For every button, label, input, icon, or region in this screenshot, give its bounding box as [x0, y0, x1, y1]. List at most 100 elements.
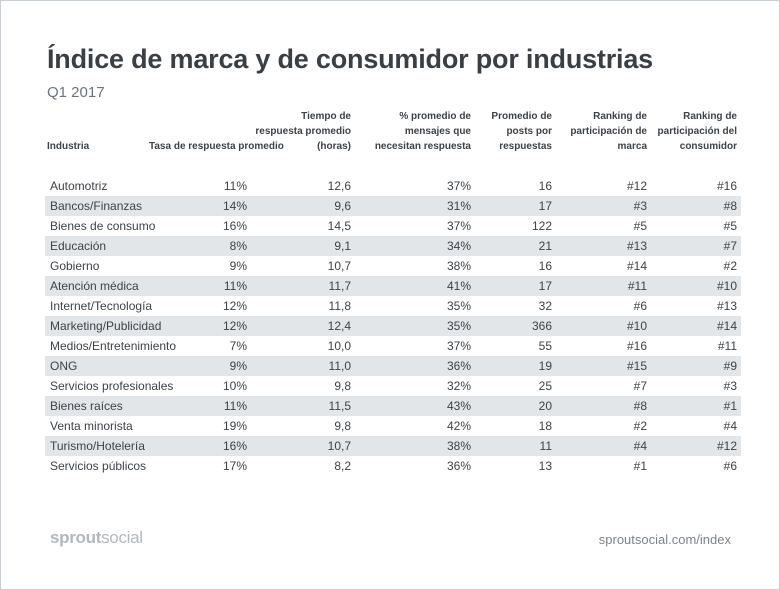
cell-posts-per-response: 21 — [475, 236, 556, 256]
cell-posts-per-response: 55 — [538, 339, 552, 353]
table-row: Bienes raíces 11% 11,5 43% 20 #8 #1 — [45, 396, 741, 416]
cell-brand-ranking: #2 — [633, 419, 647, 433]
table-header: Industria Tasa de respuesta promedio Tie… — [45, 108, 741, 176]
cell-response-time: 10,0 — [327, 339, 351, 353]
cell-posts-per-response: 16 — [538, 259, 552, 273]
cell-brand-ranking: #14 — [626, 259, 647, 273]
cell-messages-needing-response: 41% — [355, 276, 475, 296]
cell-messages-needing-response: 37% — [446, 179, 471, 193]
cell-response-time: 9,6 — [251, 196, 355, 216]
cell-response-rate: 11% — [203, 396, 251, 416]
cell-posts-per-response: 25 — [538, 379, 552, 393]
cell-consumer-ranking: #14 — [651, 316, 741, 336]
cell-posts-per-response: 17 — [475, 276, 556, 296]
cell-consumer-ranking: #1 — [651, 396, 741, 416]
cell-consumer-ranking: #9 — [651, 356, 741, 376]
cell-response-time: 10,7 — [251, 436, 355, 456]
cell-industry: Servicios públicos — [50, 459, 147, 473]
cell-response-rate: 11% — [223, 179, 247, 193]
table-row: Internet/Tecnología 12% 11,8 35% 32 #6 #13 — [45, 296, 741, 316]
industry-table: Industria Tasa de respuesta promedio Tie… — [45, 108, 741, 476]
cell-messages-needing-response: 35% — [446, 299, 471, 313]
cell-posts-per-response: 13 — [538, 459, 552, 473]
cell-brand-ranking: #13 — [556, 236, 651, 256]
cell-industry: Bienes de consumo — [50, 219, 156, 233]
cell-response-rate: 16% — [222, 219, 247, 233]
cell-response-rate: 7% — [229, 339, 247, 353]
cell-response-time: 11,0 — [251, 356, 355, 376]
cell-posts-per-response: 16 — [538, 179, 552, 193]
cell-posts-per-response: 18 — [538, 419, 552, 433]
cell-brand-ranking: #12 — [626, 179, 647, 193]
cell-messages-needing-response: 43% — [355, 396, 475, 416]
cell-consumer-ranking: #7 — [651, 236, 741, 256]
cell-response-rate: 19% — [222, 419, 247, 433]
cell-response-time: 9,8 — [334, 419, 351, 433]
cell-response-rate: 12% — [222, 299, 247, 313]
cell-consumer-ranking: #2 — [723, 259, 737, 273]
cell-industry: Medios/Entretenimiento — [50, 339, 177, 353]
cell-response-rate: 16% — [203, 436, 251, 456]
cell-messages-needing-response: 35% — [355, 316, 475, 336]
cell-industry: Venta minorista — [50, 419, 133, 433]
cell-consumer-ranking: #6 — [723, 459, 737, 473]
cell-consumer-ranking: #12 — [651, 436, 741, 456]
table-header-row: Industria Tasa de respuesta promedio Tie… — [45, 108, 741, 176]
page-subtitle: Q1 2017 — [47, 84, 105, 101]
cell-response-rate: 9% — [229, 259, 247, 273]
cell-consumer-ranking: #3 — [723, 379, 737, 393]
cell-posts-per-response: 32 — [538, 299, 552, 313]
cell-response-rate: 12% — [203, 316, 251, 336]
cell-brand-ranking: #16 — [626, 339, 647, 353]
cell-industry: Turismo/Hotelería — [45, 436, 203, 456]
cell-consumer-ranking: #10 — [651, 276, 741, 296]
cell-consumer-ranking: #11 — [717, 339, 737, 353]
cell-posts-per-response: 19 — [475, 356, 556, 376]
cell-consumer-ranking: #13 — [716, 299, 737, 313]
cell-industry: Gobierno — [50, 259, 100, 273]
header-industry: Industria — [47, 141, 90, 152]
cell-posts-per-response: 122 — [531, 219, 552, 233]
cell-messages-needing-response: 34% — [355, 236, 475, 256]
page-title: Índice de marca y de consumidor por indu… — [47, 44, 653, 74]
cell-consumer-ranking: #8 — [651, 196, 741, 216]
cell-brand-ranking: #8 — [556, 396, 651, 416]
table-row: Gobierno 9% 10,7 38% 16 #14 #2 — [45, 256, 741, 276]
cell-messages-needing-response: 42% — [446, 419, 471, 433]
cell-response-time: 9,1 — [251, 236, 355, 256]
table-row: Automotriz 11% 12,6 37% 16 #12 #16 — [45, 176, 741, 196]
cell-industry: Internet/Tecnología — [50, 299, 153, 313]
cell-response-time: 12,4 — [251, 316, 355, 336]
cell-messages-needing-response: 32% — [446, 379, 471, 393]
logo-word-social: social — [101, 528, 143, 547]
cell-messages-needing-response: 36% — [446, 459, 471, 473]
cell-industry: Educación — [45, 236, 203, 256]
sproutsocial-logo: sproutsocial — [50, 528, 143, 548]
cell-response-time: 8,2 — [334, 459, 351, 473]
cell-posts-per-response: 20 — [475, 396, 556, 416]
table-body: Automotriz 11% 12,6 37% 16 #12 #16 Bancos/Finan… — [45, 176, 741, 476]
table-row: Servicios profesionales 10% 9,8 32% 25 #7 #3 — [45, 376, 741, 396]
cell-brand-ranking: #1 — [633, 459, 647, 473]
table-row: ONG 9% 11,0 36% 19 #15 #9 — [45, 356, 741, 376]
cell-messages-needing-response: 38% — [446, 259, 471, 273]
cell-messages-needing-response: 37% — [446, 339, 471, 353]
table-row: Servicios públicos 17% 8,2 36% 13 #1 #6 — [45, 456, 741, 476]
header-brand-ranking: Ranking de participación de marca — [570, 111, 647, 152]
cell-brand-ranking: #5 — [633, 219, 647, 233]
cell-response-time: 9,8 — [334, 379, 351, 393]
cell-industry: Atención médica — [45, 276, 203, 296]
cell-brand-ranking: #7 — [633, 379, 647, 393]
cell-consumer-ranking: #4 — [723, 419, 737, 433]
cell-response-rate: 14% — [203, 196, 251, 216]
cell-response-time: 11,8 — [328, 299, 351, 313]
cell-response-time: 11,5 — [251, 396, 355, 416]
cell-industry: Bancos/Finanzas — [45, 196, 203, 216]
cell-messages-needing-response: 37% — [446, 219, 471, 233]
cell-posts-per-response: 17 — [475, 196, 556, 216]
cell-brand-ranking: #10 — [556, 316, 651, 336]
cell-brand-ranking: #4 — [556, 436, 651, 456]
table-row: Bancos/Finanzas 14% 9,6 31% 17 #3 #8 — [45, 196, 741, 216]
cell-industry: Servicios profesionales — [50, 379, 174, 393]
table-row: Venta minorista 19% 9,8 42% 18 #2 #4 — [45, 416, 741, 436]
